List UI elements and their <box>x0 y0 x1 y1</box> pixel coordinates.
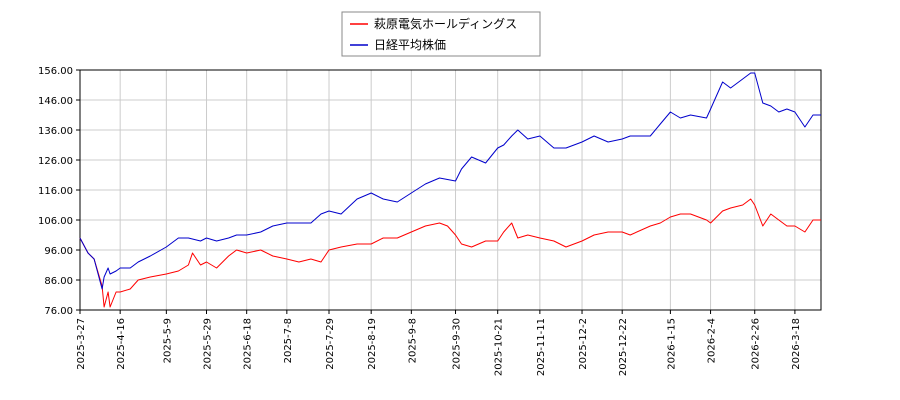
x-tick-label: 2026-2-26 <box>751 318 762 370</box>
x-tick-label: 2025-5-29 <box>203 318 214 370</box>
x-tick-label: 2025-7-8 <box>283 318 294 363</box>
x-tick-label: 2025-12-22 <box>618 318 629 376</box>
x-tick-label: 2025-6-18 <box>243 318 254 370</box>
y-tick-label: 136.00 <box>38 126 73 137</box>
series-line-hagiwara <box>79 198 821 308</box>
x-tick-label: 2025-3-27 <box>76 318 87 370</box>
legend: 萩原電気ホールディングス 日経平均株価 <box>341 11 541 57</box>
y-tick-label: 146.00 <box>38 96 73 107</box>
series-line-nikkei <box>79 72 821 290</box>
y-tick-label: 86.00 <box>44 276 73 287</box>
x-tick-label: 2026-3-18 <box>791 318 802 370</box>
x-tick-label: 2026-1-15 <box>666 318 677 370</box>
x-tick-label: 2025-7-29 <box>325 318 336 370</box>
legend-box <box>341 11 541 57</box>
y-tick-label: 116.00 <box>38 186 73 197</box>
x-tick-label: 2025-8-19 <box>367 318 378 370</box>
legend-label-hagiwara: 萩原電気ホールディングス <box>374 16 517 31</box>
legend-label-nikkei: 日経平均株価 <box>374 37 446 52</box>
y-tick-label: 96.00 <box>44 246 73 257</box>
series-lines <box>79 72 821 308</box>
x-tick-label: 2025-9-8 <box>407 318 418 363</box>
y-tick-label: 76.00 <box>44 306 73 317</box>
x-tick-label: 2025-4-16 <box>116 318 127 370</box>
x-tick-label: 2025-5-9 <box>162 318 173 363</box>
grid <box>79 69 821 311</box>
x-tick-label: 2025-9-30 <box>452 318 463 370</box>
y-tick-label: 106.00 <box>38 216 73 227</box>
x-tick-label: 2025-12-2 <box>578 318 589 370</box>
x-tick-label: 2025-10-21 <box>494 318 505 376</box>
x-axis: 2025-3-27 2025-4-16 2025-5-9 2025-5-29 2025-… <box>76 310 802 376</box>
y-tick-label: 156.00 <box>38 66 73 77</box>
y-axis: 76.00 86.00 96.00 106.00 116.00 126.00 136.00 1… <box>38 66 80 317</box>
x-tick-label: 2025-11-11 <box>536 318 547 376</box>
y-tick-label: 126.00 <box>38 156 73 167</box>
x-tick-label: 2026-2-4 <box>707 318 718 363</box>
